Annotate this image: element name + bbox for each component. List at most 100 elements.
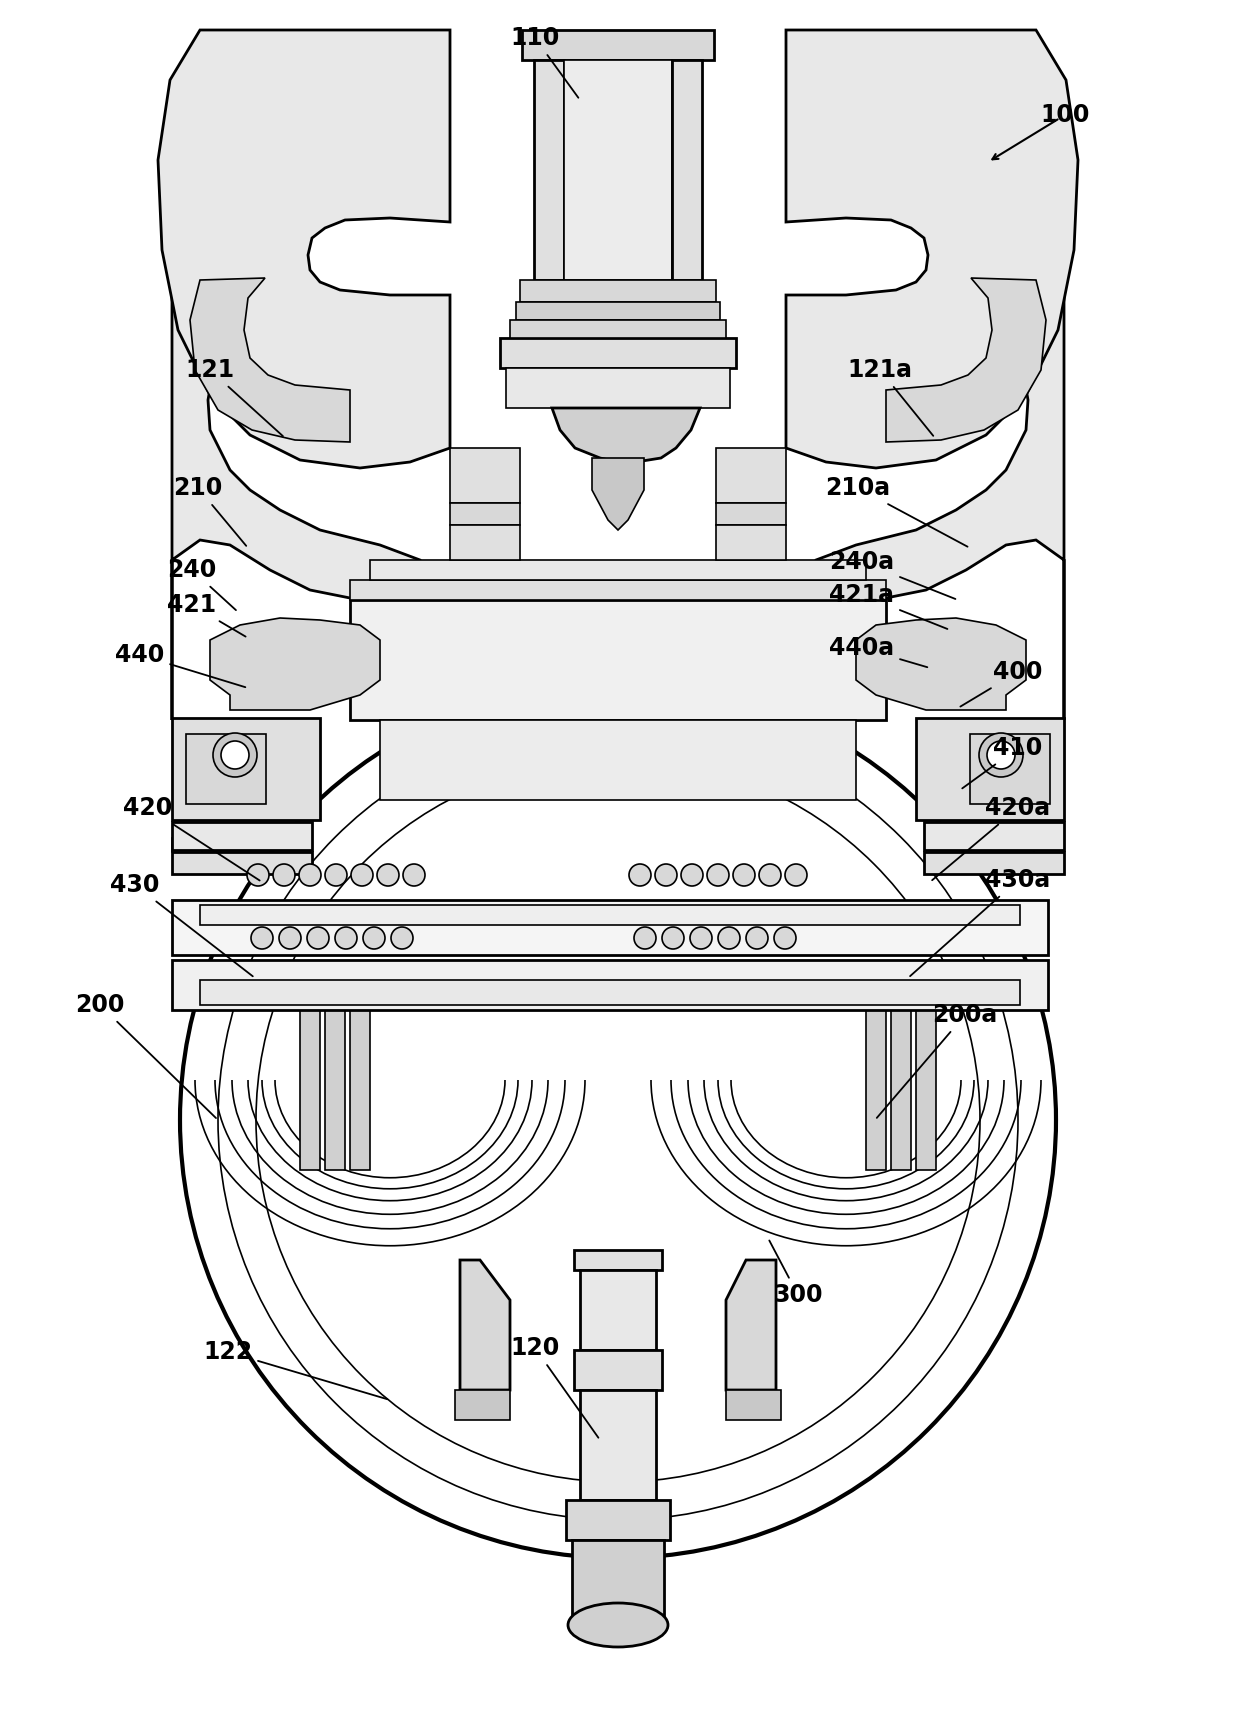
Ellipse shape — [914, 962, 937, 978]
Text: 440a: 440a — [830, 637, 928, 668]
Text: 200a: 200a — [877, 1003, 998, 1119]
Bar — [522, 29, 714, 60]
Bar — [172, 960, 1048, 1010]
Bar — [370, 559, 866, 580]
Bar — [516, 301, 720, 320]
Circle shape — [325, 864, 347, 886]
Circle shape — [213, 733, 257, 776]
Text: 240a: 240a — [830, 551, 955, 599]
Circle shape — [634, 928, 656, 948]
Polygon shape — [210, 618, 379, 711]
Bar — [1034, 838, 1064, 852]
Circle shape — [299, 864, 321, 886]
Polygon shape — [786, 29, 1078, 468]
Text: 121a: 121a — [847, 358, 934, 435]
Text: 110: 110 — [511, 26, 578, 98]
Bar — [715, 447, 786, 503]
Bar — [200, 905, 1021, 924]
Bar — [572, 1540, 663, 1619]
Bar — [325, 971, 345, 1170]
Text: 300: 300 — [769, 1241, 823, 1306]
Bar — [186, 733, 267, 804]
Circle shape — [180, 682, 1056, 1558]
Polygon shape — [725, 1260, 776, 1391]
Ellipse shape — [348, 962, 372, 978]
Circle shape — [785, 864, 807, 886]
Text: 410: 410 — [962, 737, 1043, 788]
Bar — [520, 281, 715, 301]
Circle shape — [655, 864, 677, 886]
Bar — [564, 60, 672, 281]
Text: 420: 420 — [123, 797, 259, 881]
Circle shape — [662, 928, 684, 948]
Bar — [379, 719, 856, 800]
Circle shape — [980, 733, 1023, 776]
Polygon shape — [157, 29, 450, 468]
Bar — [450, 503, 520, 525]
Text: 430a: 430a — [910, 867, 1050, 976]
Circle shape — [391, 928, 413, 948]
Circle shape — [273, 864, 295, 886]
Bar — [580, 1270, 656, 1349]
Bar — [510, 320, 725, 337]
Text: 240: 240 — [167, 558, 236, 611]
Bar — [892, 971, 911, 1170]
Circle shape — [707, 864, 729, 886]
Bar — [866, 971, 887, 1170]
Bar — [725, 1391, 781, 1420]
Circle shape — [221, 742, 249, 769]
Text: 421: 421 — [167, 594, 246, 637]
Ellipse shape — [889, 962, 913, 978]
Bar — [450, 447, 520, 503]
Circle shape — [250, 928, 273, 948]
Text: 122: 122 — [203, 1341, 387, 1399]
Circle shape — [279, 928, 301, 948]
Text: 120: 120 — [511, 1335, 599, 1437]
Bar — [172, 823, 312, 850]
Text: 121: 121 — [186, 358, 283, 435]
Circle shape — [681, 864, 703, 886]
Ellipse shape — [298, 962, 322, 978]
Bar — [970, 733, 1050, 804]
Circle shape — [403, 864, 425, 886]
Circle shape — [718, 928, 740, 948]
Text: 210: 210 — [174, 477, 247, 546]
Circle shape — [629, 864, 651, 886]
Text: 210a: 210a — [826, 477, 967, 547]
Circle shape — [689, 928, 712, 948]
Bar — [172, 900, 1048, 955]
Text: 430: 430 — [110, 873, 253, 976]
Bar — [565, 1501, 670, 1540]
Bar — [715, 525, 786, 559]
Bar — [916, 971, 936, 1170]
Circle shape — [351, 864, 373, 886]
Polygon shape — [172, 294, 420, 719]
Circle shape — [759, 864, 781, 886]
Bar — [580, 1391, 656, 1501]
Text: 421a: 421a — [830, 583, 947, 628]
Polygon shape — [856, 618, 1025, 711]
Circle shape — [746, 928, 768, 948]
Bar — [172, 852, 312, 874]
Circle shape — [335, 928, 357, 948]
Ellipse shape — [322, 962, 347, 978]
Text: 440: 440 — [115, 644, 246, 687]
Circle shape — [987, 742, 1016, 769]
Bar — [534, 60, 564, 281]
Ellipse shape — [864, 962, 888, 978]
Circle shape — [363, 928, 384, 948]
Polygon shape — [190, 279, 350, 442]
Polygon shape — [816, 294, 1064, 719]
Circle shape — [774, 928, 796, 948]
Bar — [672, 60, 702, 281]
Text: 100: 100 — [1040, 103, 1090, 127]
Text: 200: 200 — [76, 993, 216, 1119]
Bar — [172, 838, 202, 852]
Bar — [350, 971, 370, 1170]
Bar — [924, 852, 1064, 874]
Polygon shape — [460, 1260, 510, 1391]
Circle shape — [377, 864, 399, 886]
Bar — [300, 971, 320, 1170]
Text: 400: 400 — [961, 659, 1043, 707]
Bar — [574, 1349, 662, 1391]
